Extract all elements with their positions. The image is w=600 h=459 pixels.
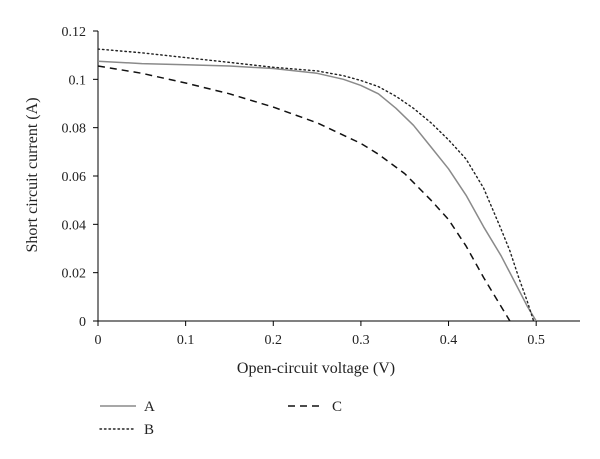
legend: AB C — [99, 399, 342, 438]
plot-area — [97, 31, 580, 322]
legend-label-b: B — [144, 422, 154, 438]
legend-label-c: C — [332, 399, 342, 415]
x-tick-label: 0 — [95, 333, 102, 348]
y-tick-label: 0.08 — [62, 122, 87, 137]
series-layer — [97, 48, 537, 322]
y-tick-label: 0.1 — [69, 73, 87, 88]
y-axis-title: Short circuit current (A) — [24, 97, 41, 252]
series-a-line — [97, 60, 537, 322]
y-tick-label: 0.04 — [62, 218, 87, 233]
legend-label-a: A — [144, 399, 155, 415]
x-tick-label: 0.2 — [265, 333, 283, 348]
y-tick-label: 0.12 — [62, 25, 87, 40]
x-tick-label: 0.3 — [352, 333, 370, 348]
y-tick-label: 0.06 — [62, 170, 87, 185]
x-tick-label: 0.5 — [527, 333, 545, 348]
y-tick-label: 0.02 — [62, 267, 87, 282]
y-tick-label: 0 — [79, 315, 86, 330]
x-tick-label: 0.4 — [440, 333, 458, 348]
series-b-line — [97, 48, 535, 322]
series-c-line — [97, 65, 511, 322]
x-axis-ticks: 0 0.1 0.2 0.3 0.4 0.5 — [95, 321, 545, 348]
x-axis-title: Open-circuit voltage (V) — [237, 360, 395, 377]
y-axis-ticks: 0 0.02 0.04 0.06 0.08 0.1 0.12 — [62, 25, 98, 330]
x-tick-label: 0.1 — [177, 333, 195, 348]
